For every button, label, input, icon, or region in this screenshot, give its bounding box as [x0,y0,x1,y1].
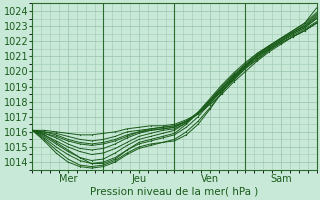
X-axis label: Pression niveau de la mer( hPa ): Pression niveau de la mer( hPa ) [90,187,259,197]
